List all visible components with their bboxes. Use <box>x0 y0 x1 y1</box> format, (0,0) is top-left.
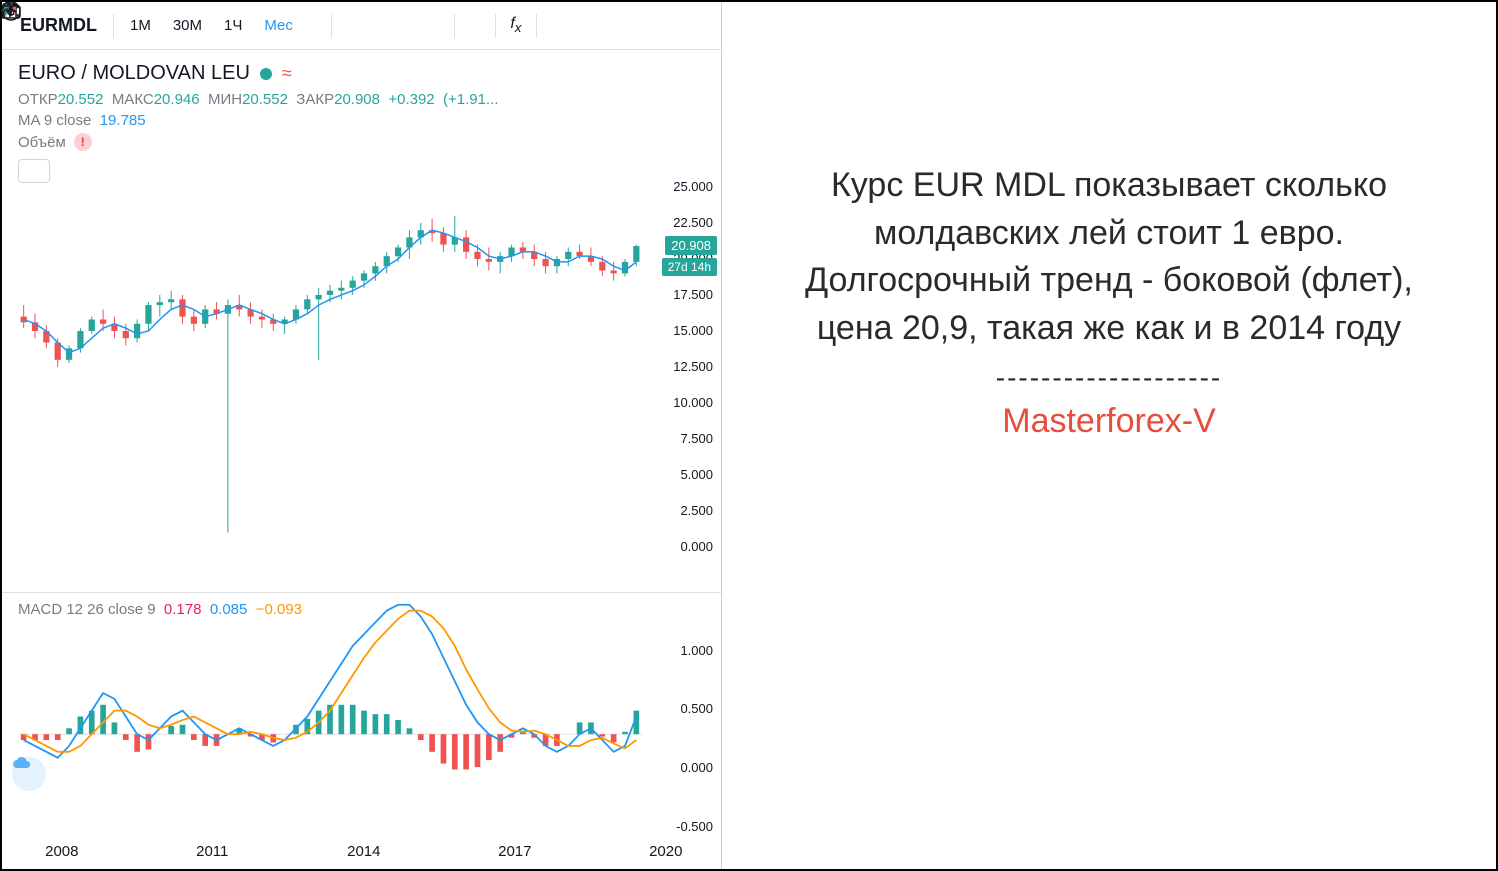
add-icon[interactable] <box>461 12 489 40</box>
ohlc-row: ОТКР20.552 МАКС20.946 МИН20.552 ЗАКР20.9… <box>18 91 705 108</box>
high-value: 20.946 <box>154 91 200 108</box>
countdown-badge: 27d 14h <box>662 258 717 276</box>
x-tick: 2017 <box>498 843 531 860</box>
y-tick: 17.500 <box>673 287 713 302</box>
low-label: МИН <box>208 91 242 108</box>
pair-title-row: EURO / MOLDOVAN LEU ≈ <box>18 62 705 85</box>
ma-row: MA 9 close 19.785 <box>18 112 705 129</box>
description-panel: Курс EUR MDL показывает сколько молдавск… <box>722 2 1496 869</box>
price-chart-svg <box>2 187 722 547</box>
y-tick: 25.000 <box>673 179 713 194</box>
wave-icon: ≈ <box>282 63 292 84</box>
y-tick: 0.000 <box>680 539 713 554</box>
ma-label: MA 9 close <box>18 112 91 129</box>
separator <box>331 14 332 38</box>
timeframe-1m[interactable]: 1М <box>120 11 161 40</box>
y-tick: 22.500 <box>673 215 713 230</box>
timeframe-1h[interactable]: 1Ч <box>214 11 252 40</box>
macd-y-tick: 0.000 <box>680 760 713 775</box>
x-axis: 2008 2011 2014 2017 2020 <box>2 833 721 869</box>
y-tick: 7.500 <box>680 431 713 446</box>
y-tick: 5.000 <box>680 467 713 482</box>
high-label: МАКС <box>112 91 154 108</box>
chart-header: EURO / MOLDOVAN LEU ≈ ОТКР20.552 МАКС20.… <box>2 50 721 187</box>
separator <box>495 14 496 38</box>
open-value: 20.552 <box>58 91 104 108</box>
y-tick: 15.000 <box>673 323 713 338</box>
macd-panel[interactable]: MACD 12 26 close 9 0.178 0.085 −0.093 -0… <box>2 593 721 833</box>
low-value: 20.552 <box>242 91 288 108</box>
close-value: 20.908 <box>334 91 380 108</box>
camera-icon[interactable] <box>685 12 713 40</box>
x-tick: 2011 <box>196 843 228 860</box>
volume-label: Объём <box>18 134 66 151</box>
candles-icon[interactable] <box>368 12 396 40</box>
separator-line: -------------------- <box>996 362 1222 394</box>
macd-chart-svg <box>2 593 722 793</box>
indicators-icon[interactable] <box>398 12 426 40</box>
timeframe-dropdown[interactable] <box>305 20 325 32</box>
y-tick: 10.000 <box>673 395 713 410</box>
indicators-dropdown[interactable] <box>428 20 448 32</box>
y-tick: 12.500 <box>673 359 713 374</box>
brand-name: Masterforex-V <box>1002 402 1216 441</box>
pair-title: EURO / MOLDOVAN LEU <box>18 62 250 85</box>
separator <box>113 14 114 38</box>
change-pct: (+1.91... <box>443 91 498 108</box>
x-tick: 2008 <box>45 843 78 860</box>
price-chart[interactable]: 0.000 2.500 5.000 7.500 10.000 12.500 15.000 17… <box>2 187 721 593</box>
close-label: ЗАКР <box>296 91 334 108</box>
x-tick: 2014 <box>347 843 380 860</box>
chart-panel: EURMDL 1М 30М 1Ч Мес fx EURO / MOLDOVAN … <box>2 2 722 869</box>
live-dot-icon <box>260 68 272 80</box>
open-label: ОТКР <box>18 91 58 108</box>
collapse-button[interactable] <box>18 159 50 183</box>
cloud-sync-icon[interactable] <box>12 757 46 791</box>
current-price-badge: 20.908 <box>665 236 717 255</box>
ticker-symbol[interactable]: EURMDL <box>10 9 107 42</box>
toolbar: EURMDL 1М 30М 1Ч Мес fx <box>2 2 721 50</box>
timeframe-30m[interactable]: 30М <box>163 11 212 40</box>
separator <box>454 14 455 38</box>
separator <box>536 14 537 38</box>
x-tick: 2020 <box>649 843 682 860</box>
y-tick: 2.500 <box>680 503 713 518</box>
bars-icon[interactable] <box>338 12 366 40</box>
ma-value: 19.785 <box>100 112 146 129</box>
timeframe-month[interactable]: Мес <box>254 11 303 40</box>
fx-icon[interactable]: fx <box>502 12 530 40</box>
volume-row: Объём ! <box>18 133 705 151</box>
macd-y-tick: 1.000 <box>680 643 713 658</box>
macd-y-tick: 0.500 <box>680 701 713 716</box>
macd-y-tick: -0.500 <box>676 819 713 834</box>
warning-icon[interactable]: ! <box>74 133 92 151</box>
description-text: Курс EUR MDL показывает сколько молдавск… <box>772 162 1446 352</box>
change-value: +0.392 <box>388 91 434 108</box>
